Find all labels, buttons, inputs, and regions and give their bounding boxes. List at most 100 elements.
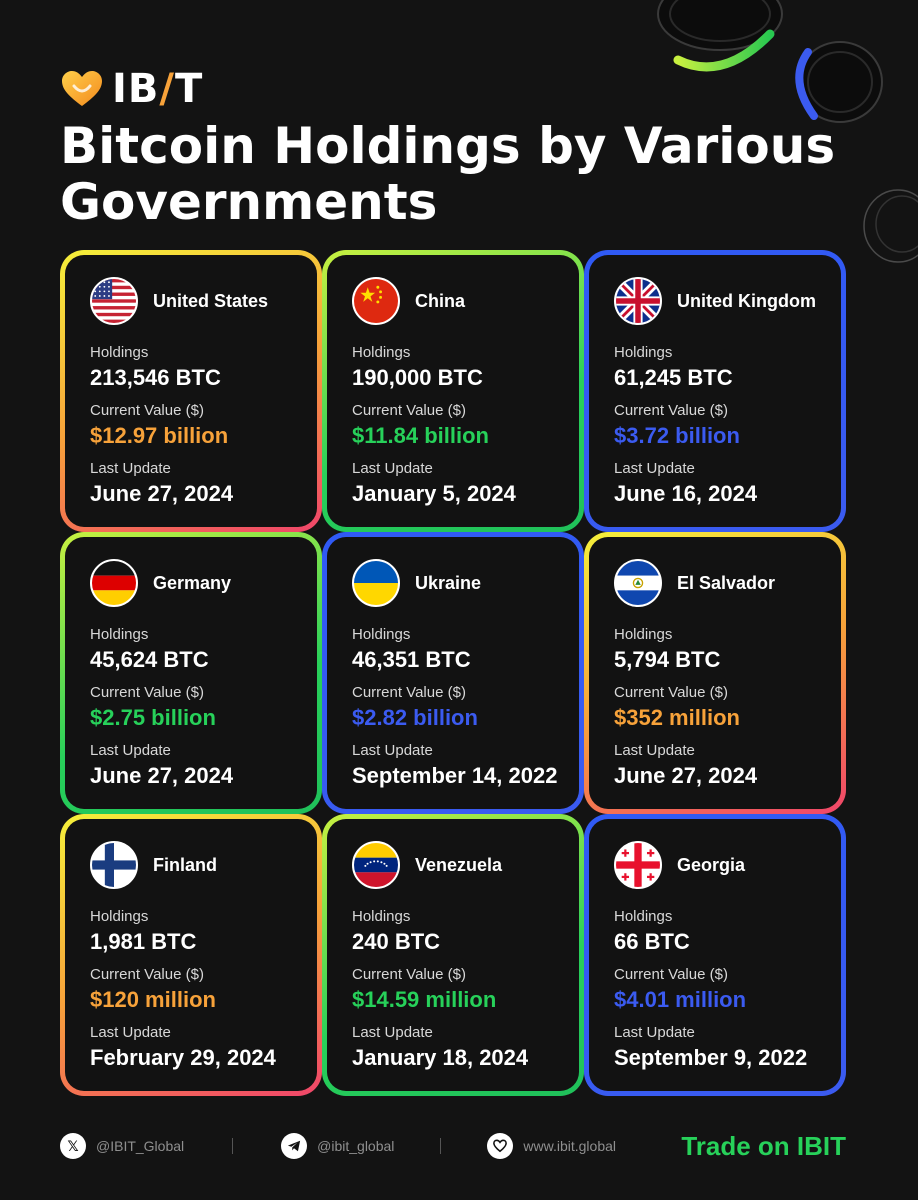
country-card: Ukraine Holdings 46,351 BTC Current Value (… <box>322 532 584 814</box>
holdings-label: Holdings <box>90 908 149 925</box>
last-update-label: Last Update <box>614 1024 695 1041</box>
country-name: United States <box>153 290 269 311</box>
telegram-icon[interactable] <box>281 1133 308 1159</box>
last-update-label: Last Update <box>90 1024 171 1041</box>
georgia-flag-icon <box>614 841 662 889</box>
el-salvador-flag-icon <box>614 559 662 607</box>
ukraine-flag-icon <box>352 559 400 607</box>
country-name: Finland <box>153 854 217 875</box>
holdings-grid: United States Holdings 213,546 BTC Current … <box>60 250 846 1096</box>
country-card: Germany Holdings 45,624 BTC Current Value (… <box>60 532 322 814</box>
venezuela-flag-icon <box>352 841 400 889</box>
card-header: United States <box>90 275 317 327</box>
coin-decoration-right <box>795 41 883 123</box>
current-value-label: Current Value ($) <box>614 966 728 983</box>
holdings-value: 190,000 BTC <box>352 365 483 390</box>
country-name: United Kingdom <box>677 290 816 311</box>
current-value: $4.01 million <box>614 987 747 1012</box>
card-body: Ukraine Holdings 46,351 BTC Current Value (… <box>327 537 579 809</box>
card-header: El Salvador <box>614 557 841 609</box>
current-value-label: Current Value ($) <box>352 966 466 983</box>
country-name: China <box>415 290 466 311</box>
card-body: Finland Holdings 1,981 BTC Current Value ($… <box>65 819 317 1091</box>
current-value-label: Current Value ($) <box>352 402 466 419</box>
x-handle[interactable]: @IBIT_Global <box>96 1138 185 1154</box>
holdings-label: Holdings <box>90 344 149 361</box>
last-update-value: June 16, 2024 <box>614 481 758 506</box>
holdings-value: 45,624 BTC <box>90 647 209 672</box>
current-value: $352 million <box>614 705 740 730</box>
country-card: United States Holdings 213,546 BTC Current … <box>60 250 322 532</box>
us-flag-icon <box>90 277 138 325</box>
card-header: Ukraine <box>352 557 579 609</box>
card-header: Venezuela <box>352 839 579 891</box>
china-flag-icon <box>352 277 400 325</box>
holdings-label: Holdings <box>614 908 673 925</box>
last-update-label: Last Update <box>352 460 433 477</box>
holdings-label: Holdings <box>614 344 673 361</box>
holdings-value: 1,981 BTC <box>90 929 197 954</box>
current-value-label: Current Value ($) <box>90 402 204 419</box>
holdings-value: 46,351 BTC <box>352 647 471 672</box>
card-body: El Salvador Holdings 5,794 BTC Current Valu… <box>589 537 841 809</box>
current-value: $14.59 million <box>352 987 497 1012</box>
last-update-value: February 29, 2024 <box>90 1045 276 1070</box>
last-update-value: September 9, 2022 <box>614 1045 808 1070</box>
holdings-label: Holdings <box>352 344 411 361</box>
current-value: $12.97 billion <box>90 423 229 448</box>
ibit-heart-icon[interactable] <box>487 1133 514 1159</box>
country-card: Finland Holdings 1,981 BTC Current Value ($… <box>60 814 322 1096</box>
website-link[interactable]: www.ibit.global <box>523 1138 617 1154</box>
current-value-label: Current Value ($) <box>90 966 204 983</box>
holdings-label: Holdings <box>352 626 411 643</box>
ibit-logo: IB/T <box>60 66 203 112</box>
telegram-handle[interactable]: @ibit_global <box>317 1138 395 1154</box>
holdings-value: 240 BTC <box>352 929 441 954</box>
x-icon[interactable]: 𝕏 <box>60 1133 86 1159</box>
last-update-label: Last Update <box>352 742 433 759</box>
country-card: Venezuela Holdings 240 BTC Current Value ($… <box>322 814 584 1096</box>
logo-text: IB/T <box>112 66 204 112</box>
last-update-label: Last Update <box>614 460 695 477</box>
current-value: $3.72 billion <box>614 423 740 448</box>
country-card: China Holdings 190,000 BTC Current Value ($… <box>322 250 584 532</box>
divider <box>440 1138 442 1154</box>
holdings-value: 66 BTC <box>614 929 690 954</box>
card-header: Finland <box>90 839 317 891</box>
country-name: Ukraine <box>415 572 482 593</box>
current-value: $11.84 billion <box>352 423 489 448</box>
holdings-value: 61,245 BTC <box>614 365 733 390</box>
last-update-value: January 18, 2024 <box>352 1045 529 1070</box>
uk-flag-icon <box>614 277 662 325</box>
page-title: Bitcoin Holdings by Various Governments <box>60 117 836 231</box>
footer: 𝕏 @IBIT_Global @ibit_global www.ibit.glo… <box>60 1126 846 1166</box>
last-update-value: June 27, 2024 <box>90 763 234 788</box>
card-body: United Kingdom Holdings 61,245 BTC Current … <box>589 255 841 527</box>
country-card: Georgia Holdings 66 BTC Current Value ($) $4… <box>584 814 846 1096</box>
coin-decoration-top <box>657 0 783 72</box>
last-update-value: January 5, 2024 <box>352 481 516 506</box>
holdings-value: 213,546 BTC <box>90 365 221 390</box>
finland-flag-icon <box>90 841 138 889</box>
current-value: $2.75 billion <box>90 705 216 730</box>
country-name: Venezuela <box>415 854 503 875</box>
holdings-label: Holdings <box>614 626 673 643</box>
last-update-label: Last Update <box>90 742 171 759</box>
trade-cta[interactable]: Trade on IBIT <box>681 1130 846 1161</box>
country-name: El Salvador <box>677 572 776 593</box>
country-name: Germany <box>153 572 232 593</box>
current-value-label: Current Value ($) <box>90 684 204 701</box>
card-body: Georgia Holdings 66 BTC Current Value ($) $4… <box>589 819 841 1091</box>
current-value-label: Current Value ($) <box>614 684 728 701</box>
divider <box>232 1138 234 1154</box>
coin-decoration-mid <box>863 189 918 263</box>
last-update-label: Last Update <box>352 1024 433 1041</box>
germany-flag-icon <box>90 559 138 607</box>
last-update-value: September 14, 2022 <box>352 763 558 788</box>
holdings-label: Holdings <box>90 626 149 643</box>
card-body: Germany Holdings 45,624 BTC Current Value (… <box>65 537 317 809</box>
card-header: United Kingdom <box>614 275 841 327</box>
last-update-value: June 27, 2024 <box>90 481 234 506</box>
last-update-label: Last Update <box>90 460 171 477</box>
country-card: El Salvador Holdings 5,794 BTC Current Valu… <box>584 532 846 814</box>
